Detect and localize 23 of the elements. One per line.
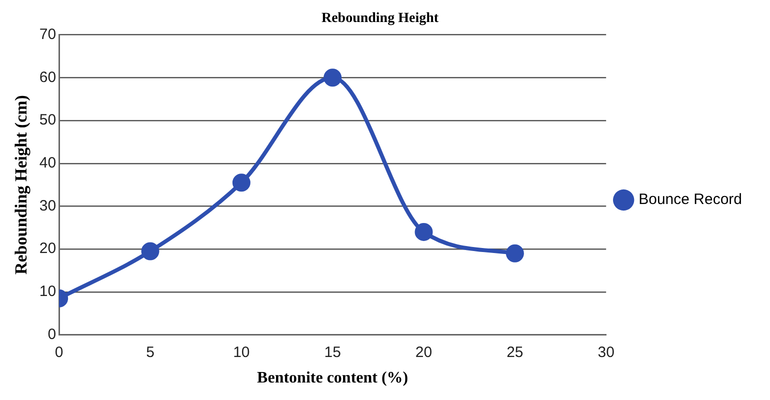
y-tick-label: 30 xyxy=(39,197,56,214)
point xyxy=(141,242,160,260)
x-tick-label: 5 xyxy=(146,344,154,361)
y-tick-label: 70 xyxy=(39,26,56,43)
x-tick-label: 20 xyxy=(415,344,432,361)
y-axis-title: Rebounding Height (cm) xyxy=(12,95,31,275)
point xyxy=(414,222,433,241)
x-tick-label: 30 xyxy=(598,344,614,361)
x-tick-label: 25 xyxy=(506,344,524,361)
chart-title: Rebounding Height xyxy=(321,11,439,26)
point xyxy=(232,174,250,192)
y-tick-label: 40 xyxy=(39,154,56,172)
point xyxy=(506,244,524,262)
y-tick-label: 20 xyxy=(39,240,56,258)
x-tick-label: 15 xyxy=(324,344,341,361)
x-axis-title: Bentonite content (%) xyxy=(257,370,408,387)
x-tick-label: 10 xyxy=(233,344,250,361)
y-tick-label: 10 xyxy=(39,283,56,300)
y-tick-label: 0 xyxy=(48,326,56,343)
legend-label: Bounce Record xyxy=(638,191,742,208)
y-tick-label: 60 xyxy=(39,68,56,86)
point xyxy=(324,68,342,87)
y-tick-label: 50 xyxy=(39,112,56,129)
